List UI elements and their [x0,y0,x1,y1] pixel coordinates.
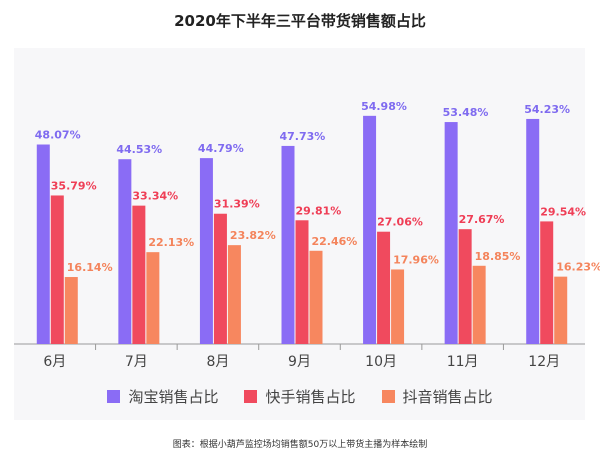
data-label: 17.96% [393,253,439,266]
source-note: 图表：根据小葫芦监控场均销售额50万以上带货主播为样本绘制 [172,440,428,450]
x-tick-label: 8月 [206,354,229,370]
x-tick-label: 11月 [447,354,479,370]
x-tick-label: 9月 [288,354,311,370]
data-label: 16.14% [67,261,113,274]
data-label: 29.54% [540,205,586,218]
data-label: 22.46% [312,235,358,248]
bar [118,159,132,344]
bar [554,276,568,344]
data-label: 35.79% [51,179,97,192]
data-label: 47.73% [280,130,326,143]
bar [526,118,540,345]
data-label: 44.79% [198,142,244,155]
legend-item-douyin[interactable]: 抖音销售占比 [381,386,493,407]
x-tick-label: 6月 [43,354,66,370]
legend-swatch-taobao [107,390,121,403]
bar [295,220,309,344]
legend-swatch-douyin [381,390,395,403]
legend: 淘宝销售占比 快手销售占比 抖音销售占比 [0,386,600,407]
bar [309,250,323,344]
data-label: 54.23% [524,103,570,116]
bar [199,158,213,344]
chart-title: 2020年下半年三平台带货销售额占比 [174,12,426,30]
data-label: 27.06% [377,216,423,229]
legend-label-kuaishou: 快手销售占比 [265,388,356,406]
bar [472,265,486,344]
bar [391,269,405,344]
bar [363,115,377,344]
bar [146,252,160,344]
bar [377,231,391,344]
data-label: 48.07% [35,129,81,142]
legend-item-kuaishou[interactable]: 快手销售占比 [244,386,356,407]
x-tick-label: 12月 [528,354,560,370]
bar [213,213,227,344]
data-label: 31.39% [214,198,260,211]
data-label: 18.85% [475,250,521,263]
bar [444,122,458,344]
bar [64,277,78,344]
data-label: 54.98% [361,100,407,113]
legend-item-taobao[interactable]: 淘宝销售占比 [107,386,218,407]
data-label: 44.53% [116,143,162,156]
data-label: 22.13% [148,236,194,249]
bar [281,145,295,344]
data-label: 27.67% [459,213,505,226]
bar [50,195,64,344]
bar [36,144,50,344]
bar [227,245,241,344]
bar [458,229,472,344]
legend-label-douyin: 抖音销售占比 [402,388,493,406]
bar [132,205,146,344]
data-label: 53.48% [443,106,489,119]
legend-swatch-kuaishou [244,390,258,403]
bar [540,221,554,344]
data-label: 23.82% [230,229,276,242]
x-tick-label: 7月 [125,354,148,370]
x-tick-label: 10月 [365,354,397,370]
legend-label-taobao: 淘宝销售占比 [128,388,219,406]
data-label: 16.23% [556,261,600,274]
data-label: 33.34% [132,190,178,203]
data-label: 29.81% [296,204,342,217]
